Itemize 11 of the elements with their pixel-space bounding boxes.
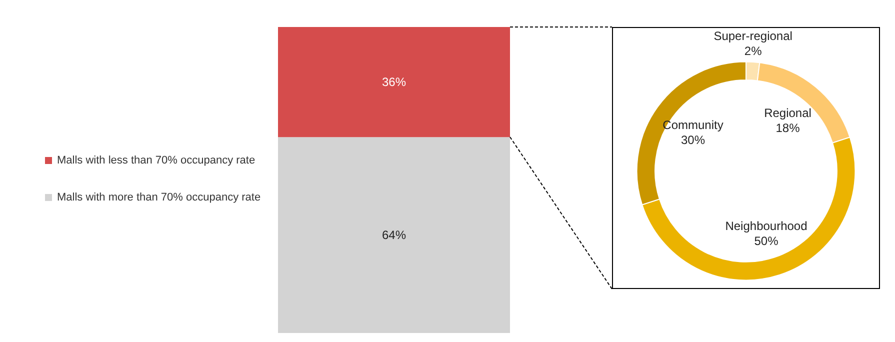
data-label: 50% [754, 234, 779, 248]
slice-label: Regional [764, 106, 812, 120]
slice-label: Neighbourhood [725, 218, 808, 233]
data-label: 18% [776, 121, 800, 136]
data-label: 64% [382, 228, 406, 242]
data-label: 30% [680, 132, 706, 147]
legend-label: Malls with more than 70% occupancy rate [57, 192, 261, 204]
slice-label: Super-regional [714, 29, 792, 44]
data-label: 2% [744, 44, 762, 58]
legend-label: Malls with less than 70% occupancy rate [57, 154, 256, 166]
data-label: 36% [382, 75, 406, 90]
